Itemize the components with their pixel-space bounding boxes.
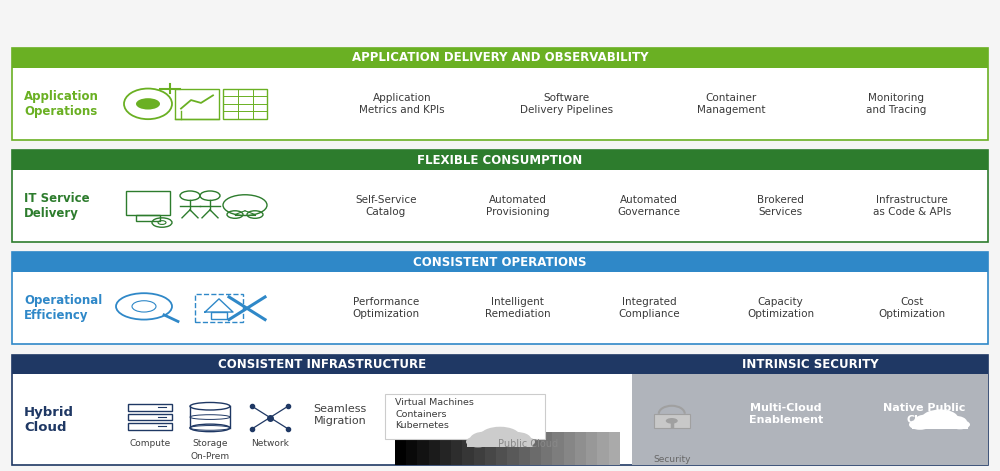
Text: Application
Operations: Application Operations xyxy=(24,90,99,118)
Circle shape xyxy=(480,427,520,446)
Circle shape xyxy=(909,420,931,430)
Text: Containers: Containers xyxy=(395,409,446,419)
Circle shape xyxy=(941,416,967,428)
Bar xyxy=(136,216,160,221)
Text: Performance
Optimization: Performance Optimization xyxy=(352,298,419,319)
Bar xyxy=(467,439,533,447)
Text: IT Service
Delivery: IT Service Delivery xyxy=(24,192,90,220)
Bar xyxy=(564,432,575,465)
Bar xyxy=(541,432,552,465)
Bar xyxy=(597,432,609,465)
Text: Automated
Governance: Automated Governance xyxy=(617,195,680,217)
Text: Storage: Storage xyxy=(192,439,228,448)
Circle shape xyxy=(950,420,970,430)
Circle shape xyxy=(136,98,160,109)
Bar xyxy=(126,191,170,216)
Bar xyxy=(912,423,968,430)
Bar xyxy=(632,374,988,465)
Circle shape xyxy=(666,418,678,424)
Text: Intelligent
Remediation: Intelligent Remediation xyxy=(485,298,550,319)
Bar xyxy=(128,414,172,421)
Bar xyxy=(12,252,988,344)
Bar xyxy=(462,432,474,465)
Text: FLEXIBLE CONSUMPTION: FLEXIBLE CONSUMPTION xyxy=(417,154,583,167)
Text: On-Prem: On-Prem xyxy=(190,452,230,461)
Text: Brokered
Services: Brokered Services xyxy=(757,195,804,217)
Text: INTRINSIC SECURITY: INTRINSIC SECURITY xyxy=(742,358,878,371)
Text: Operational
Efficiency: Operational Efficiency xyxy=(24,294,102,322)
Text: Native Public
Cloud: Native Public Cloud xyxy=(883,404,965,425)
Text: Public Cloud: Public Cloud xyxy=(498,439,558,449)
Bar xyxy=(12,355,988,374)
Text: Seamless
Migration: Seamless Migration xyxy=(313,405,367,426)
Text: Integrated
Compliance: Integrated Compliance xyxy=(618,298,680,319)
Bar xyxy=(586,432,597,465)
Bar xyxy=(519,432,530,465)
Bar xyxy=(211,312,227,318)
Bar xyxy=(128,423,172,430)
Bar xyxy=(12,150,988,170)
Bar xyxy=(530,432,541,465)
Bar xyxy=(175,89,219,119)
Bar xyxy=(451,432,462,465)
Text: Infrastructure
as Code & APIs: Infrastructure as Code & APIs xyxy=(873,195,951,217)
Bar xyxy=(12,150,988,242)
Text: Virtual Machines: Virtual Machines xyxy=(395,398,474,407)
Text: Container
Management: Container Management xyxy=(697,93,766,114)
Text: Hybrid
Cloud: Hybrid Cloud xyxy=(24,406,74,434)
Bar xyxy=(12,48,988,68)
Text: Application
Metrics and KPIs: Application Metrics and KPIs xyxy=(359,93,445,114)
Bar xyxy=(440,432,451,465)
Text: CONSISTENT OPERATIONS: CONSISTENT OPERATIONS xyxy=(413,256,587,269)
Circle shape xyxy=(513,437,535,447)
Bar xyxy=(395,432,406,465)
Text: Cost
Optimization: Cost Optimization xyxy=(879,298,946,319)
Circle shape xyxy=(501,432,531,446)
Text: Security: Security xyxy=(653,455,691,464)
Bar xyxy=(223,89,267,119)
Bar xyxy=(496,432,507,465)
Circle shape xyxy=(914,414,942,428)
Circle shape xyxy=(466,436,490,447)
Bar xyxy=(12,355,988,465)
Text: Self-Service
Catalog: Self-Service Catalog xyxy=(355,195,417,217)
Bar xyxy=(474,432,485,465)
Bar xyxy=(609,432,620,465)
Bar xyxy=(429,432,440,465)
Bar xyxy=(507,432,519,465)
Text: Automated
Provisioning: Automated Provisioning xyxy=(486,195,549,217)
Bar xyxy=(575,432,586,465)
Text: Kubernetes: Kubernetes xyxy=(395,421,449,430)
Circle shape xyxy=(922,409,958,427)
Bar xyxy=(417,432,429,465)
Circle shape xyxy=(470,431,502,447)
Text: CONSISTENT INFRASTRUCTURE: CONSISTENT INFRASTRUCTURE xyxy=(218,358,426,371)
Bar xyxy=(12,48,988,140)
Bar xyxy=(128,404,172,411)
Text: Monitoring
and Tracing: Monitoring and Tracing xyxy=(866,93,926,114)
Text: Network: Network xyxy=(251,439,289,448)
Text: Software
Delivery Pipelines: Software Delivery Pipelines xyxy=(520,93,613,114)
Bar xyxy=(12,252,988,272)
Bar xyxy=(385,394,545,439)
Text: Multi-Cloud
Enablement: Multi-Cloud Enablement xyxy=(749,404,823,425)
Bar xyxy=(406,432,417,465)
Bar xyxy=(195,294,243,322)
Text: Compute: Compute xyxy=(129,439,171,448)
Bar xyxy=(552,432,564,465)
Bar xyxy=(485,432,496,465)
Text: Capacity
Optimization: Capacity Optimization xyxy=(747,298,814,319)
Bar xyxy=(654,414,690,428)
Text: APPLICATION DELIVERY AND OBSERVABILITY: APPLICATION DELIVERY AND OBSERVABILITY xyxy=(352,51,648,65)
